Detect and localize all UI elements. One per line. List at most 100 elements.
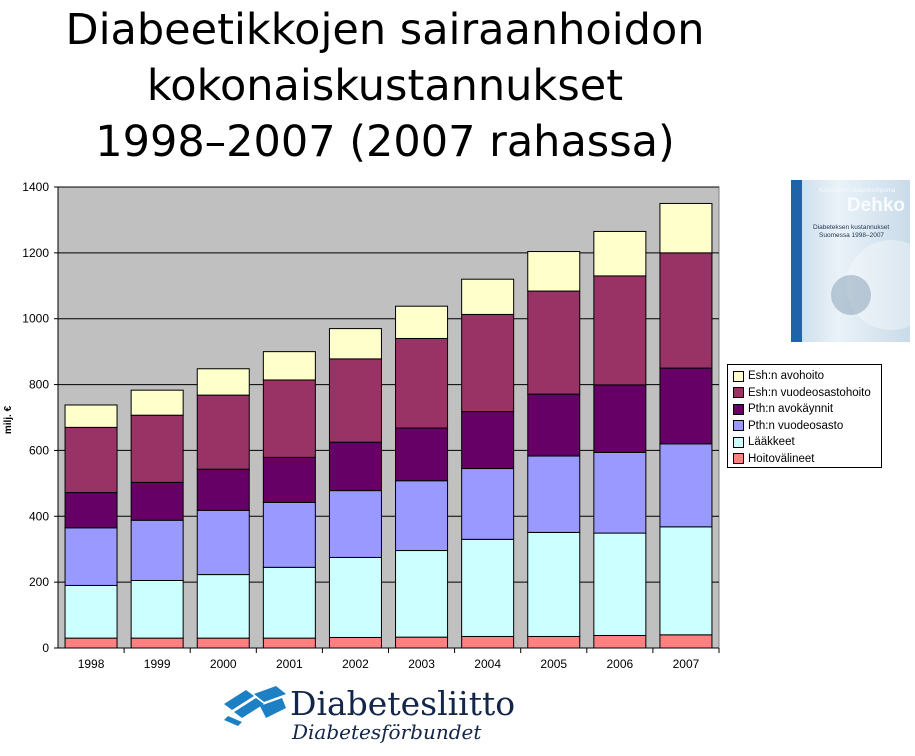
legend-label: Pth:n vuodeosasto (748, 419, 844, 432)
diabetesliitto-logo-icon (224, 686, 286, 726)
bar-segment (262, 566, 316, 639)
bar-segment (461, 411, 515, 470)
bar-segment (196, 368, 250, 396)
legend-item: Esh:n vuodeosastohoito (733, 385, 881, 402)
legend-item: Lääkkeet (733, 434, 881, 451)
slide-title: Diabeetikkojen sairaanhoidon kokonaiskus… (0, 2, 770, 170)
y-tick-label: 200 (29, 575, 49, 589)
bar-segment (593, 384, 647, 453)
bar-segment (130, 579, 184, 639)
legend-label: Pth:n avokäynnit (748, 403, 834, 416)
bar-segment (593, 275, 647, 386)
y-tick-label: 600 (29, 443, 49, 457)
bar-segment (64, 527, 118, 586)
bar-segment (64, 637, 118, 649)
x-tick-label: 2002 (342, 657, 369, 671)
cover-brand: Dehko (846, 195, 905, 216)
bar-segment (262, 379, 316, 458)
legend-label: Esh:n vuodeosastohoito (748, 386, 871, 399)
bar-segment (130, 519, 184, 581)
x-tick-label: 2004 (474, 657, 501, 671)
legend-label: Esh:n avohoito (748, 370, 825, 383)
bar-segment (262, 501, 316, 568)
y-tick-label: 400 (29, 509, 49, 523)
legend-label: Hoitovälineet (748, 452, 815, 465)
chart-legend: Esh:n avohoito Esh:n vuodeosastohoito Pth:… (727, 364, 882, 468)
bar-segment (64, 584, 118, 639)
bar-segment (659, 443, 713, 528)
bar-segment (527, 393, 581, 457)
legend-swatch (733, 436, 744, 448)
diabetesliitto-logo: Diabetesliitto Diabetesförbundet (224, 684, 515, 746)
bar-segment (395, 636, 449, 649)
y-tick-label: 0 (42, 641, 49, 655)
bar-segment (196, 637, 250, 649)
bar-segment (130, 414, 184, 483)
bar-segment (659, 252, 713, 369)
bar-segment (395, 550, 449, 638)
bar-segment (659, 634, 713, 649)
logo-name: Diabetesliitto (290, 684, 516, 723)
legend-swatch (733, 420, 744, 432)
title-line-2: kokonaiskustannukset (146, 61, 624, 111)
legend-swatch (733, 387, 744, 399)
bar-segment (461, 313, 515, 413)
x-tick-label: 2005 (540, 657, 567, 671)
bar-segment (527, 290, 581, 395)
bar-segment (328, 328, 382, 360)
bar-segment (64, 492, 118, 529)
x-tick-label: 2000 (210, 657, 237, 671)
bar-segment (328, 636, 382, 649)
bar-segment (328, 441, 382, 492)
y-tick-label: 1000 (22, 312, 49, 326)
bar-segment (196, 394, 250, 470)
bar-segment (130, 481, 184, 521)
legend-item: Pth:n vuodeosasto (733, 418, 881, 435)
bar-segment (64, 404, 118, 428)
bar-segment (328, 556, 382, 638)
legend-swatch (733, 403, 744, 415)
bar-segment (395, 480, 449, 552)
bar-segment (593, 634, 647, 649)
bar-segment (395, 337, 449, 429)
x-tick-label: 1999 (144, 657, 171, 671)
y-tick-label: 800 (29, 378, 49, 392)
bar-segment (262, 637, 316, 649)
bar-segment (461, 278, 515, 315)
legend-item: Esh:n avohoito (733, 368, 881, 385)
logo-name-swedish: Diabetesförbundet (292, 720, 482, 744)
legend-label: Lääkkeet (748, 436, 795, 449)
title-line-3: 1998–2007 (2007 rahassa) (95, 117, 675, 167)
bar-segment (196, 468, 250, 511)
legend-swatch (733, 453, 744, 465)
bar-segment (659, 367, 713, 445)
bar-segment (130, 389, 184, 416)
legend-swatch (733, 370, 744, 382)
bar-segment (328, 358, 382, 443)
bar-segment (196, 509, 250, 576)
x-tick-label: 1998 (78, 657, 105, 671)
bar-segment (593, 532, 647, 636)
bar-segment (527, 531, 581, 637)
bar-segment (659, 526, 713, 636)
title-line-1: Diabeetikkojen sairaanhoidon (65, 5, 705, 55)
bar-segment (262, 456, 316, 503)
x-tick-label: 2003 (408, 657, 435, 671)
bar-segment (395, 305, 449, 339)
bar-segment (461, 635, 515, 649)
bar-segment (527, 635, 581, 649)
bar-segment (196, 574, 250, 639)
cover-subtitle-1: Diabeteksen kustannukset (813, 224, 890, 231)
bar-segment (527, 455, 581, 533)
legend-item: Pth:n avokäynnit (733, 401, 881, 418)
cover-subtitle-2: Suomessa 1998–2007 (819, 232, 885, 239)
bar-segment (593, 230, 647, 277)
cover-series-label: Kansallinen diabetesohjelma (819, 188, 896, 194)
legend-item: Hoitovälineet (733, 451, 881, 468)
y-tick-label: 1200 (22, 246, 49, 260)
y-axis-label: milj. € (3, 405, 14, 434)
bar-segment (527, 251, 581, 292)
bar-segment (461, 468, 515, 540)
bar-segment (262, 351, 316, 381)
